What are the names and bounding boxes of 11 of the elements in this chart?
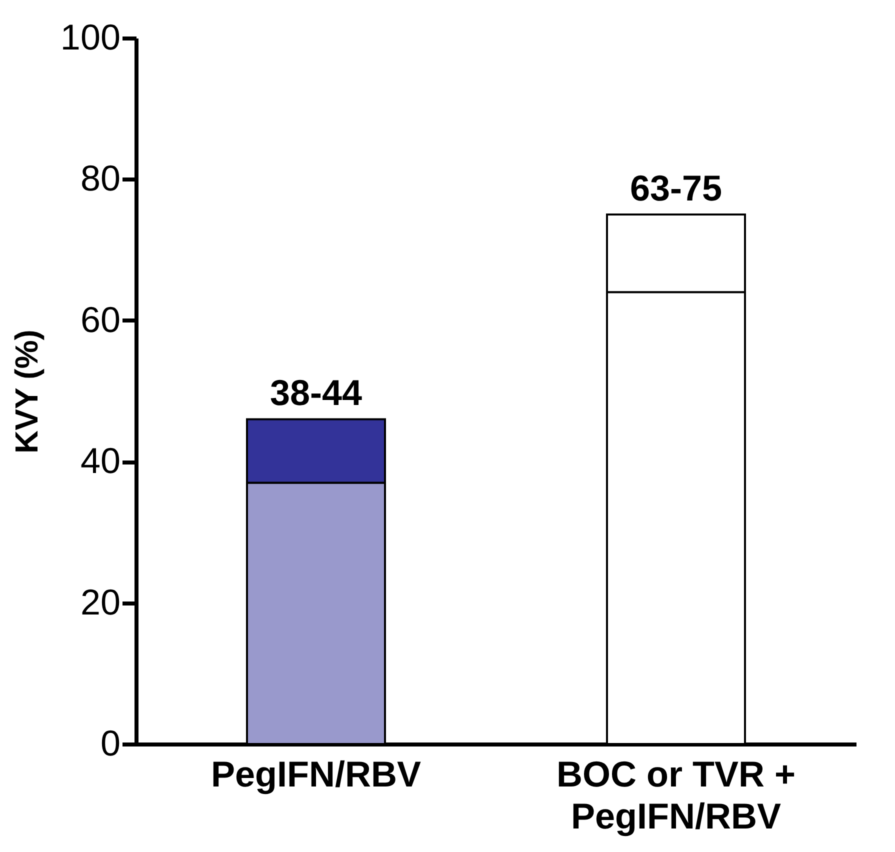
y-tick-label: 60	[80, 298, 120, 340]
y-tick-label: 0	[100, 722, 120, 764]
y-tick-label: 80	[80, 158, 120, 199]
annotation: 38-44	[270, 372, 362, 414]
y-tick-label: 100	[60, 16, 120, 58]
x-tick-label: PegIFN/RBV	[210, 754, 422, 794]
y-tick-label: 40	[80, 440, 120, 482]
x-tick-label: BOC or TVR + PegIFN/RBV	[556, 754, 796, 836]
annotation: 63-75	[630, 168, 722, 208]
y-axis-title: KVY (%)	[8, 330, 44, 454]
y-tick-label: 20	[80, 581, 120, 622]
